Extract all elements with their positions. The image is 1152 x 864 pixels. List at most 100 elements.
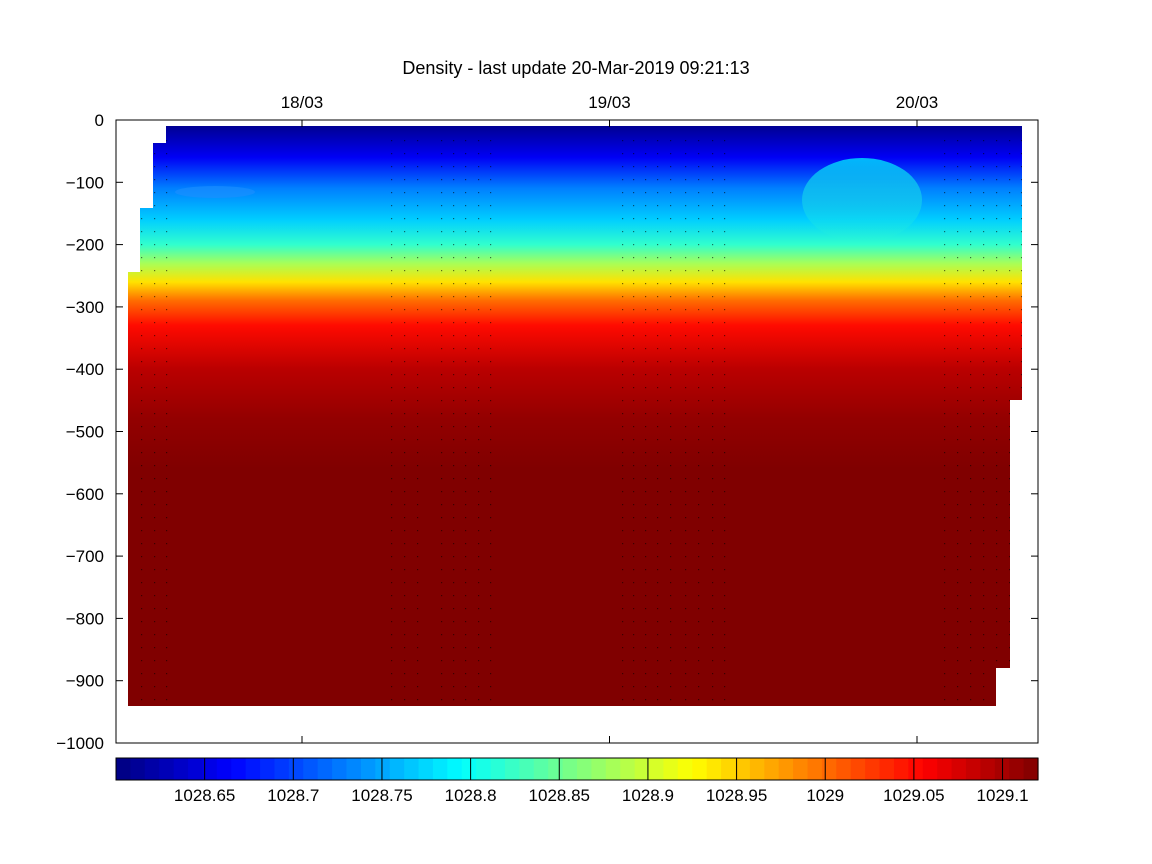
- sample-dot: [166, 335, 168, 337]
- sample-dot: [1021, 673, 1022, 675]
- sample-dot: [404, 153, 406, 155]
- sample-dot: [453, 218, 455, 220]
- sample-dot: [657, 465, 659, 467]
- sample-dot: [645, 179, 647, 181]
- sample-dot: [417, 374, 419, 376]
- sample-dot: [141, 140, 143, 142]
- sample-dot: [1009, 309, 1011, 311]
- sample-dot: [685, 569, 687, 571]
- sample-dot: [622, 582, 624, 584]
- sample-dot: [996, 296, 998, 298]
- colorbar-cell: [404, 758, 420, 780]
- sample-dot: [1009, 504, 1011, 506]
- sample-dot: [645, 374, 647, 376]
- sample-dot: [996, 166, 998, 168]
- sample-dot: [404, 413, 406, 415]
- sample-dot: [712, 673, 714, 675]
- sample-dot: [1009, 283, 1011, 285]
- sample-dot: [657, 556, 659, 558]
- sample-dot: [478, 244, 480, 246]
- colorbar-cell: [116, 758, 132, 780]
- colorbar-cell: [360, 758, 376, 780]
- sample-dot: [441, 608, 443, 610]
- sample-dot: [441, 361, 443, 363]
- sample-dot: [698, 322, 700, 324]
- sample-dot: [490, 270, 492, 272]
- sample-dot: [441, 413, 443, 415]
- colorbar-cell: [677, 758, 693, 780]
- sample-dot: [633, 140, 635, 142]
- sample-dot: [657, 413, 659, 415]
- sample-dot: [1009, 192, 1011, 194]
- sample-dot: [685, 530, 687, 532]
- sample-dot: [712, 270, 714, 272]
- sample-dot: [465, 166, 467, 168]
- sample-dot: [465, 621, 467, 623]
- sample-dot: [670, 413, 672, 415]
- sample-dot: [670, 296, 672, 298]
- sample-dot: [478, 270, 480, 272]
- sample-dot: [391, 179, 393, 181]
- sample-dot: [1009, 608, 1011, 610]
- sample-dot: [478, 595, 480, 597]
- sample-dot: [670, 608, 672, 610]
- sample-dot: [417, 426, 419, 428]
- sample-dot: [490, 686, 492, 688]
- sample-dot: [154, 452, 156, 454]
- sample-dot: [724, 621, 726, 623]
- sample-dot: [1021, 400, 1022, 402]
- sample-dot: [970, 556, 972, 558]
- sample-dot: [645, 556, 647, 558]
- sample-dot: [970, 595, 972, 597]
- sample-dot: [154, 335, 156, 337]
- sample-dot: [154, 387, 156, 389]
- sample-dot: [983, 634, 985, 636]
- sample-dot: [633, 530, 635, 532]
- sample-dot: [417, 582, 419, 584]
- sample-dot: [724, 335, 726, 337]
- sample-dot: [724, 400, 726, 402]
- sample-dot: [141, 673, 143, 675]
- sample-dot: [970, 569, 972, 571]
- sample-dot: [944, 556, 946, 558]
- sample-dot: [154, 634, 156, 636]
- sample-dot: [957, 257, 959, 259]
- sample-dot: [154, 686, 156, 688]
- sample-dot: [670, 556, 672, 558]
- sample-dot: [417, 608, 419, 610]
- sample-dot: [166, 309, 168, 311]
- sample-dot: [970, 478, 972, 480]
- sample-dot: [957, 270, 959, 272]
- sample-dot: [441, 673, 443, 675]
- sample-dot: [465, 374, 467, 376]
- sample-dot: [166, 660, 168, 662]
- sample-dot: [970, 322, 972, 324]
- sample-dot: [417, 296, 419, 298]
- sample-dot: [453, 478, 455, 480]
- sample-dot: [685, 322, 687, 324]
- sample-dot: [670, 348, 672, 350]
- sample-dot: [478, 686, 480, 688]
- sample-dot: [724, 530, 726, 532]
- sample-dot: [983, 257, 985, 259]
- colorbar-cell: [865, 758, 881, 780]
- sample-dot: [478, 569, 480, 571]
- sample-dot: [404, 595, 406, 597]
- sample-dot: [166, 517, 168, 519]
- sample-dot: [698, 309, 700, 311]
- fresh-water-blob: [802, 158, 922, 242]
- sample-dot: [465, 504, 467, 506]
- sample-dot: [983, 387, 985, 389]
- colorbar-cell: [533, 758, 549, 780]
- sample-dot: [417, 647, 419, 649]
- sample-dot: [391, 634, 393, 636]
- colorbar-cell: [260, 758, 276, 780]
- sample-dot: [983, 426, 985, 428]
- sample-dot: [633, 491, 635, 493]
- sample-dot: [141, 413, 143, 415]
- sample-dot: [622, 673, 624, 675]
- sample-dot: [478, 530, 480, 532]
- sample-dot: [453, 595, 455, 597]
- sample-dot: [712, 439, 714, 441]
- sample-dot: [670, 491, 672, 493]
